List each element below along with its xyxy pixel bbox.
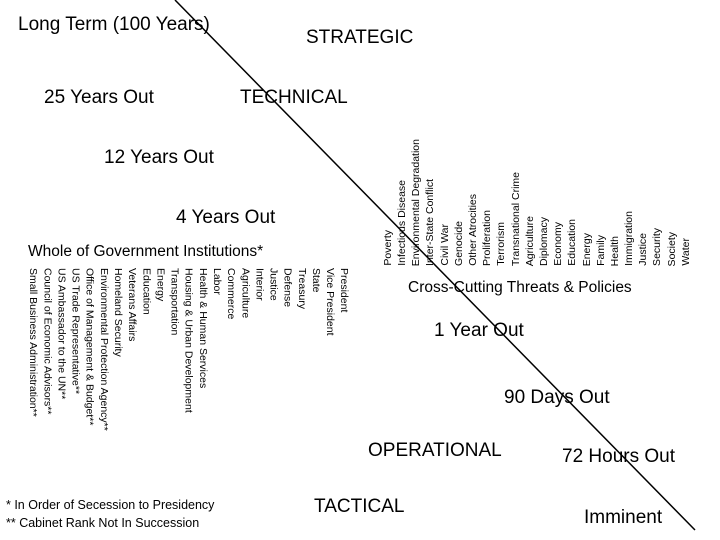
25-years-label: 25 Years Out <box>44 87 154 108</box>
institution-item: Treasury <box>295 268 308 310</box>
institution-item: Housing & Urban Development <box>182 268 195 413</box>
institution-item: Council of Economic Advisors** <box>41 268 54 415</box>
threat-item: Inter-State Conflict <box>424 179 437 266</box>
threat-item: Civil War <box>438 224 451 266</box>
threat-item: Proliferation <box>481 209 494 266</box>
institution-item: Veterans Affairs <box>126 268 139 342</box>
threat-item: Health <box>608 235 621 266</box>
threat-item: Environmental Degradation <box>410 138 423 266</box>
threat-item: Society <box>665 231 678 266</box>
threat-item: Poverty <box>381 230 394 266</box>
institution-item: Small Business Administration** <box>27 268 40 417</box>
footnote-succession: * In Order of Secession to Presidency <box>6 498 215 512</box>
threat-item: Diplomacy <box>537 216 550 266</box>
12-years-label: 12 Years Out <box>104 147 214 168</box>
threat-item: Family <box>594 235 607 266</box>
threat-item: Transnational Crime <box>509 171 522 266</box>
institution-item: State <box>309 268 322 293</box>
tactical-label: TACTICAL <box>314 496 405 517</box>
institution-item: Education <box>140 268 153 315</box>
4-years-label: 4 Years Out <box>176 207 276 228</box>
threat-item: Infectious Disease <box>396 180 409 266</box>
cross-cutting-label: Cross-Cutting Threats & Policies <box>408 279 632 296</box>
threat-item: Security <box>651 228 664 266</box>
institution-item: Justice <box>267 268 280 301</box>
institution-item: Commerce <box>225 268 238 320</box>
institution-item: US Trade Representative** <box>69 268 82 395</box>
institution-item: Homeland Security <box>111 268 124 357</box>
threat-item: Other Atrocities <box>467 194 479 266</box>
institution-item: Vice President <box>324 268 337 336</box>
institution-item: Environmental Protection Agency** <box>97 268 110 431</box>
long-term-label: Long Term (100 Years) <box>18 14 210 35</box>
institution-item: Office of Management & Budget** <box>83 268 96 426</box>
institution-item: Defense <box>281 268 294 308</box>
footnote-cabinet: ** Cabinet Rank Not In Succession <box>6 516 200 530</box>
technical-label: TECHNICAL <box>240 87 348 108</box>
institution-list: President Vice President State Treasury Defe… <box>26 268 352 431</box>
institution-item: Labor <box>210 268 223 295</box>
threat-item: Terrorism <box>495 222 508 266</box>
threat-item: Energy <box>580 232 593 266</box>
threat-item: Agriculture <box>523 215 536 266</box>
institution-item: US Ambassador to the UN** <box>55 268 68 400</box>
institution-item: Interior <box>253 268 266 301</box>
institution-item: Health & Human Services <box>196 268 209 389</box>
operational-label: OPERATIONAL <box>368 440 502 461</box>
threat-item: Immigration <box>623 211 636 266</box>
imminent-label: Imminent <box>584 507 663 528</box>
threat-item: Genocide <box>452 221 465 266</box>
1-year-label: 1 Year Out <box>434 320 524 341</box>
strategic-label: STRATEGIC <box>306 27 414 48</box>
institution-item: President <box>338 268 351 313</box>
threat-list: Poverty Infectious Disease Environmental D… <box>363 126 693 266</box>
institution-item: Energy <box>154 268 167 302</box>
whole-government-label: Whole of Government Institutions* <box>28 243 264 260</box>
90-days-label: 90 Days Out <box>504 387 610 408</box>
threat-item: Education <box>566 219 579 266</box>
threat-item: Water <box>679 238 692 266</box>
threat-item: Economy <box>552 222 565 266</box>
institution-item: Agriculture <box>239 268 252 319</box>
threat-item: Justice <box>637 233 650 266</box>
diagonal-line <box>174 0 696 531</box>
institution-item: Transportation <box>168 268 181 336</box>
72-hours-label: 72 Hours Out <box>562 446 675 467</box>
